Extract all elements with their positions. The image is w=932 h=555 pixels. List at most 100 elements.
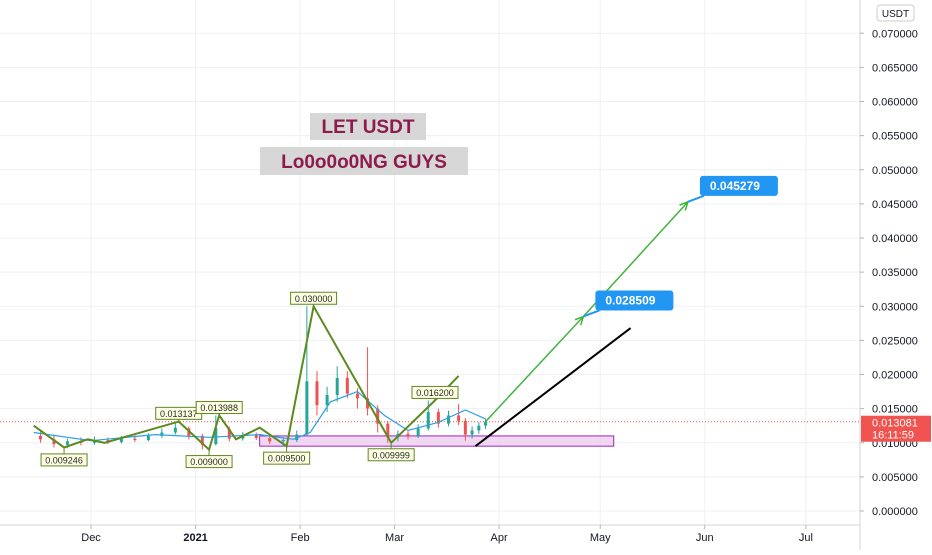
candle-body <box>426 412 430 429</box>
candle-body <box>281 440 285 442</box>
pivot-label: 0.009500 <box>268 454 306 464</box>
y-tick-label: 0.035000 <box>872 267 918 279</box>
y-tick-label: 0.040000 <box>872 233 918 245</box>
candle-body <box>366 398 370 409</box>
pivot-label-box <box>40 453 88 467</box>
pivot-label: 0.013988 <box>200 403 238 413</box>
y-tick-label: 0.050000 <box>872 165 918 177</box>
current-price-label: 0.013081 <box>872 418 918 430</box>
price-axis[interactable]: 0.070000 0.065000 0.060000 0.055000 0.050000… <box>859 0 931 550</box>
candle-body <box>65 441 69 445</box>
projection-arrow <box>485 315 584 423</box>
countdown-label: 16:11:59 <box>872 430 914 442</box>
candle-body <box>173 427 177 433</box>
candle-body <box>119 438 123 443</box>
y-tick-label: 0.015000 <box>872 404 918 416</box>
y-tick-label: 0.020000 <box>872 370 918 382</box>
candle-body <box>268 437 272 442</box>
pivot-label: 0.009246 <box>45 455 83 465</box>
x-tick-label: May <box>590 532 611 544</box>
zigzag <box>33 303 460 452</box>
target-label: 0.028509 <box>605 293 655 307</box>
pivot-label-box <box>185 455 233 469</box>
y-tick-label: 0.025000 <box>872 335 918 347</box>
candle-body <box>38 435 42 440</box>
target-callout <box>595 290 674 311</box>
candle-body <box>446 415 450 424</box>
x-tick-label: Jun <box>696 532 714 544</box>
pivot-label-box <box>195 401 243 415</box>
candle-body <box>376 408 380 424</box>
time-axis[interactable]: Dec 2021 Feb Mar Apr May Jun Jul <box>0 524 860 544</box>
y-tick-label: 0.065000 <box>872 62 918 74</box>
pivot-label-box <box>263 451 311 465</box>
pivot-label-box <box>411 385 459 399</box>
target-label: 0.045279 <box>710 179 760 193</box>
candle-body <box>477 425 481 431</box>
candle-body <box>52 439 56 445</box>
drawings: 0.028509 0.045279 <box>474 175 778 447</box>
x-tick-label: Dec <box>81 532 101 544</box>
candle-body <box>214 427 218 445</box>
pivot-label: 0.009000 <box>190 457 228 467</box>
x-tick-label: Jul <box>799 532 813 544</box>
candle-body <box>295 434 299 441</box>
symbol-label: USDT <box>882 9 909 20</box>
y-tick-label: 0.000000 <box>872 506 918 518</box>
y-tick-label: 0.055000 <box>872 131 918 143</box>
candle-body <box>305 381 309 435</box>
title-line-2: Lo0o0o0NG GUYS <box>281 152 447 173</box>
y-tick-label: 0.070000 <box>872 28 918 40</box>
support-zone-rect <box>259 435 615 447</box>
candle-body <box>335 377 339 395</box>
x-tick-label: Apr <box>491 532 508 544</box>
pivot-label: 0.016200 <box>416 388 454 398</box>
candle-body <box>470 430 474 435</box>
candle-body <box>133 438 137 441</box>
zigzag-line <box>33 303 460 452</box>
pivot-labels: 0.009246 0.013137 0.009000 0.013988 0.009500… <box>40 291 459 469</box>
pivot-label-box <box>367 448 415 462</box>
candle-body <box>355 393 359 399</box>
candle-body <box>200 435 204 445</box>
x-tick-label: Feb <box>291 532 310 544</box>
candle-body <box>345 377 349 394</box>
candle-body <box>436 412 440 424</box>
ma-line <box>33 390 486 442</box>
x-tick-label: Mar <box>385 532 404 544</box>
candle-body <box>160 432 164 436</box>
candle-body <box>406 433 410 436</box>
candle-body <box>463 420 467 435</box>
title-box-2 <box>260 147 468 175</box>
current-price-tag <box>861 415 931 442</box>
pivot-label: 0.009999 <box>372 450 410 460</box>
pivot-label-box <box>290 291 338 305</box>
y-tick-label: 0.005000 <box>872 472 918 484</box>
candle-body <box>457 415 461 421</box>
y-tick-label: 0.045000 <box>872 199 918 211</box>
candle-body <box>325 394 329 406</box>
target-callout <box>699 175 778 196</box>
target-pointer <box>583 309 600 318</box>
candle-body <box>227 429 231 439</box>
trendline <box>474 327 632 447</box>
candles <box>38 306 488 450</box>
candle-body <box>254 435 258 438</box>
candle-body <box>315 381 319 406</box>
y-tick-label: 0.060000 <box>872 97 918 109</box>
support-zone <box>0 421 860 447</box>
chart-annotation: LET USDT Lo0o0o0NG GUYS <box>260 113 468 175</box>
target-pointer <box>687 194 705 203</box>
y-tick-label: 0.030000 <box>872 301 918 313</box>
x-tick-label: 2021 <box>183 532 207 544</box>
title-line-1: LET USDT <box>322 117 415 138</box>
pivot-label: 0.030000 <box>295 294 333 304</box>
title-box-1 <box>310 113 426 140</box>
pivot-label: 0.013137 <box>160 409 198 419</box>
candle-body <box>484 421 488 426</box>
moving-average <box>33 390 486 442</box>
candle-body <box>416 428 420 436</box>
candle-body <box>146 435 150 441</box>
